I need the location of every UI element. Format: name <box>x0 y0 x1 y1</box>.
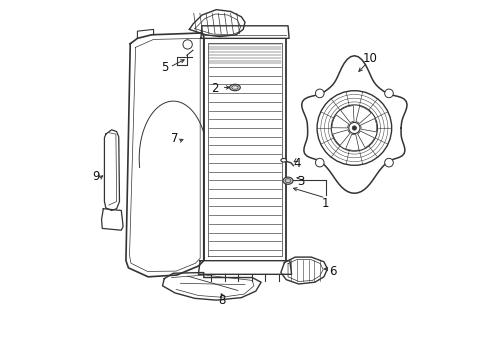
Polygon shape <box>126 33 204 277</box>
Polygon shape <box>201 26 289 39</box>
Wedge shape <box>345 134 359 150</box>
Ellipse shape <box>230 84 240 91</box>
Polygon shape <box>302 56 407 193</box>
Text: 1: 1 <box>322 197 329 210</box>
Text: 7: 7 <box>172 132 179 145</box>
Polygon shape <box>104 130 120 211</box>
Ellipse shape <box>283 177 293 184</box>
Circle shape <box>317 91 392 165</box>
Circle shape <box>316 89 324 98</box>
Text: 10: 10 <box>363 51 378 64</box>
Text: 4: 4 <box>293 157 301 170</box>
Wedge shape <box>333 130 350 145</box>
Wedge shape <box>356 106 371 123</box>
Circle shape <box>352 126 357 130</box>
Text: 8: 8 <box>218 294 225 307</box>
Circle shape <box>316 158 324 167</box>
Polygon shape <box>204 39 286 261</box>
Wedge shape <box>341 105 354 123</box>
Circle shape <box>331 105 377 151</box>
Text: 2: 2 <box>211 82 218 95</box>
Polygon shape <box>163 273 261 300</box>
Text: 5: 5 <box>161 60 168 73</box>
Polygon shape <box>102 209 122 220</box>
Polygon shape <box>198 261 292 274</box>
Polygon shape <box>190 10 245 37</box>
Circle shape <box>385 158 393 167</box>
Wedge shape <box>332 115 349 128</box>
Text: 3: 3 <box>297 175 304 188</box>
Wedge shape <box>358 131 374 148</box>
Text: 9: 9 <box>93 170 100 183</box>
Polygon shape <box>281 257 327 284</box>
Ellipse shape <box>281 158 287 162</box>
Circle shape <box>349 122 360 134</box>
Wedge shape <box>361 118 377 132</box>
Circle shape <box>385 89 393 98</box>
Text: 6: 6 <box>329 265 337 278</box>
